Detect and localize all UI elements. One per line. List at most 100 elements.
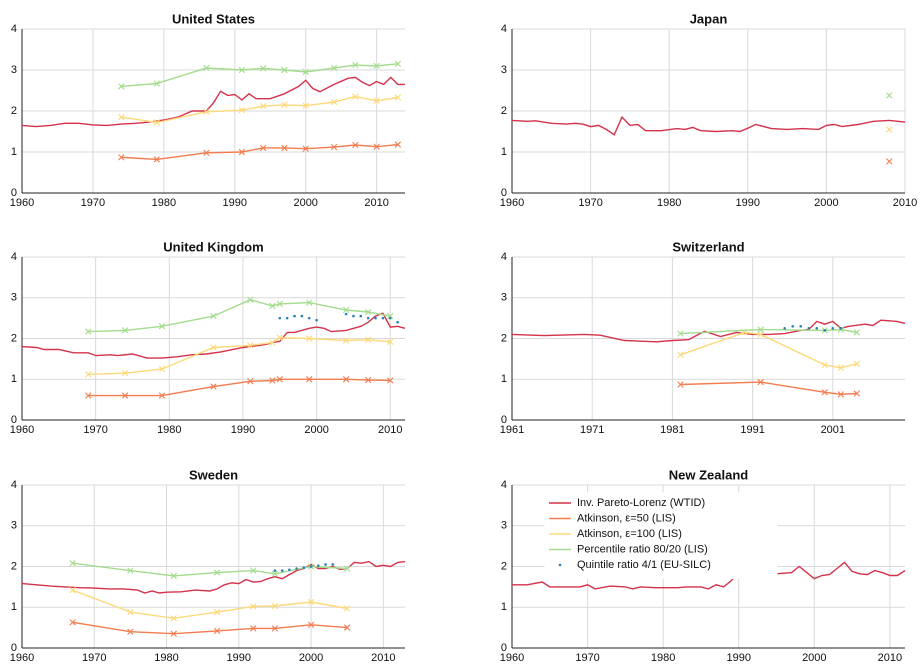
x-tick-label: 1970 bbox=[575, 652, 599, 664]
y-tick-label: 3 bbox=[501, 292, 507, 304]
data-point bbox=[387, 338, 394, 345]
data-point bbox=[203, 149, 210, 157]
legend-label: Percentile ratio 80/20 (LIS) bbox=[577, 543, 708, 555]
data-point bbox=[153, 156, 160, 163]
data-point bbox=[330, 98, 338, 106]
series-line bbox=[21, 560, 406, 594]
series-line bbox=[88, 378, 391, 397]
x-tick-label: 1980 bbox=[651, 652, 675, 664]
series-line bbox=[21, 76, 405, 128]
data-point bbox=[364, 336, 372, 343]
data-point bbox=[269, 339, 276, 346]
series-line bbox=[680, 381, 857, 396]
data-point bbox=[837, 364, 845, 372]
x-tick-label: 1960 bbox=[10, 197, 34, 209]
data-point bbox=[396, 320, 399, 324]
x-tick-label: 1961 bbox=[500, 424, 524, 436]
data-point bbox=[783, 327, 786, 330]
data-point bbox=[306, 299, 313, 306]
x-tick-label: 1990 bbox=[736, 197, 760, 209]
x-tick-label: 1971 bbox=[580, 424, 604, 436]
data-point bbox=[302, 566, 306, 570]
panel-title: United States bbox=[172, 11, 255, 26]
data-point bbox=[285, 316, 289, 320]
y-tick-label: 2 bbox=[501, 105, 507, 117]
data-point bbox=[238, 66, 246, 74]
data-point bbox=[210, 312, 217, 320]
data-point bbox=[269, 302, 276, 310]
data-point bbox=[757, 331, 764, 338]
data-point bbox=[271, 570, 279, 578]
data-point bbox=[342, 306, 350, 314]
legend-box bbox=[544, 492, 778, 579]
y-tick-label: 3 bbox=[501, 64, 507, 76]
data-point bbox=[300, 314, 304, 318]
data-point bbox=[387, 377, 394, 384]
x-tick-label: 1980 bbox=[657, 197, 681, 209]
data-point bbox=[677, 381, 684, 388]
panel-title: New Zealand bbox=[669, 467, 749, 482]
panel-title: United Kingdom bbox=[163, 239, 263, 254]
data-point bbox=[373, 62, 380, 70]
y-tick-label: 4 bbox=[501, 251, 507, 263]
data-point bbox=[127, 608, 134, 616]
y-tick-label: 4 bbox=[11, 23, 17, 35]
data-point bbox=[280, 569, 284, 572]
data-point bbox=[853, 360, 861, 367]
panel-title: Japan bbox=[690, 11, 728, 26]
x-tick-label: 2000 bbox=[293, 197, 317, 209]
data-point bbox=[85, 371, 92, 378]
series-line bbox=[88, 299, 391, 333]
x-tick-label: 2010 bbox=[364, 197, 388, 209]
data-point bbox=[259, 102, 267, 110]
x-tick-label: 1990 bbox=[223, 197, 247, 209]
data-point bbox=[158, 392, 166, 399]
data-point bbox=[306, 335, 313, 342]
data-point bbox=[273, 569, 277, 572]
data-point bbox=[85, 392, 92, 399]
x-tick-label: 1980 bbox=[152, 197, 176, 209]
data-point bbox=[153, 80, 160, 87]
data-point bbox=[85, 328, 92, 335]
series-line bbox=[72, 562, 348, 577]
y-tick-label: 2 bbox=[11, 105, 17, 117]
y-tick-label: 1 bbox=[11, 146, 17, 158]
y-tick-label: 2 bbox=[11, 560, 17, 572]
y-tick-label: 1 bbox=[11, 373, 17, 385]
data-point bbox=[158, 323, 166, 330]
x-tick-label: 1990 bbox=[726, 652, 750, 664]
data-point bbox=[203, 108, 210, 116]
data-point bbox=[757, 378, 764, 386]
x-tick-label: 2000 bbox=[814, 197, 838, 209]
data-point bbox=[821, 389, 828, 396]
data-point bbox=[295, 567, 298, 570]
data-point bbox=[791, 324, 795, 328]
data-point bbox=[316, 564, 320, 567]
data-point bbox=[247, 378, 254, 385]
data-point bbox=[170, 630, 177, 637]
data-point bbox=[387, 312, 394, 320]
y-tick-label: 0 bbox=[11, 642, 17, 654]
data-point bbox=[203, 64, 210, 72]
series-line bbox=[121, 95, 399, 124]
data-point bbox=[213, 569, 221, 576]
series-line bbox=[21, 312, 406, 359]
data-point bbox=[821, 361, 828, 369]
data-point bbox=[269, 377, 276, 384]
x-tick-label: 1991 bbox=[740, 424, 764, 436]
data-point bbox=[886, 158, 893, 165]
data-point bbox=[121, 327, 129, 334]
data-point bbox=[352, 93, 359, 100]
data-point bbox=[373, 97, 380, 104]
data-point bbox=[153, 119, 160, 126]
panel-title: Sweden bbox=[189, 467, 238, 482]
data-point bbox=[394, 60, 402, 68]
x-tick-label: 2010 bbox=[893, 197, 917, 209]
y-tick-label: 0 bbox=[501, 414, 507, 426]
data-point bbox=[394, 94, 402, 101]
data-point bbox=[831, 327, 835, 330]
data-point bbox=[307, 316, 311, 320]
data-point bbox=[307, 621, 315, 628]
data-point bbox=[276, 376, 283, 383]
